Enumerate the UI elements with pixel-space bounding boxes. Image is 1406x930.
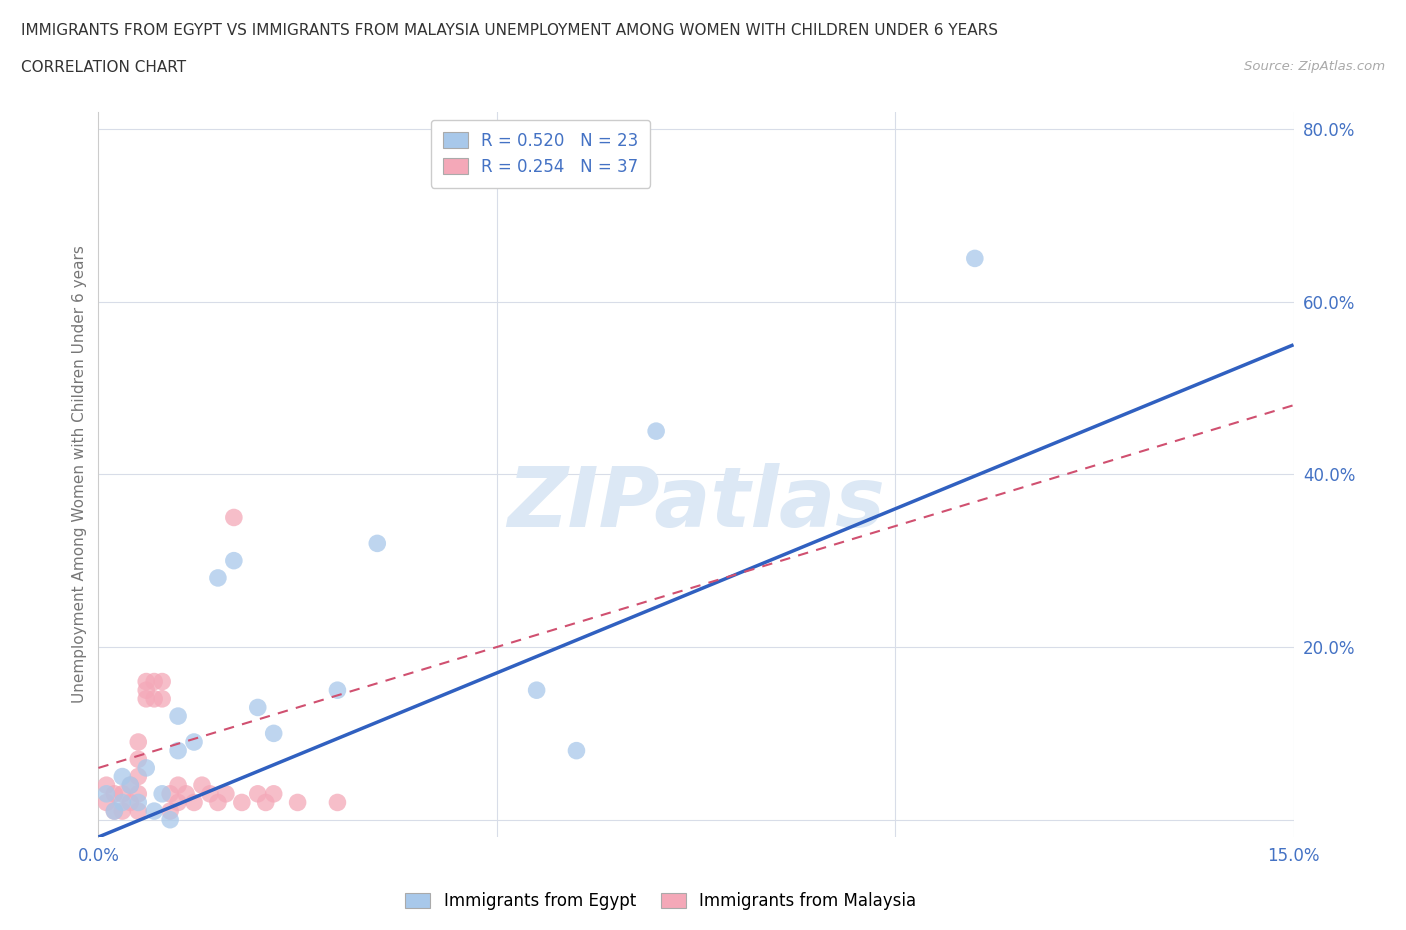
Point: [565, 743, 588, 758]
Point: [103, 804, 125, 818]
Point: [207, 795, 229, 810]
Point: [143, 804, 166, 818]
Point: [96, 787, 118, 802]
Point: [207, 570, 229, 585]
Point: [198, 787, 221, 802]
Point: [167, 709, 190, 724]
Point: [103, 804, 125, 818]
Point: [231, 795, 253, 810]
Point: [120, 777, 142, 792]
Point: [191, 777, 214, 792]
Text: CORRELATION CHART: CORRELATION CHART: [21, 60, 186, 75]
Text: Source: ZipAtlas.com: Source: ZipAtlas.com: [1244, 60, 1385, 73]
Point: [222, 553, 245, 568]
Point: [96, 795, 118, 810]
Point: [287, 795, 309, 810]
Point: [150, 787, 173, 802]
Point: [127, 804, 149, 818]
Point: [366, 536, 388, 551]
Point: [159, 804, 181, 818]
Point: [135, 683, 157, 698]
Point: [111, 787, 134, 802]
Point: [174, 787, 197, 802]
Point: [143, 691, 166, 706]
Point: [143, 674, 166, 689]
Point: [96, 777, 118, 792]
Point: [127, 769, 149, 784]
Point: [135, 761, 157, 776]
Text: IMMIGRANTS FROM EGYPT VS IMMIGRANTS FROM MALAYSIA UNEMPLOYMENT AMONG WOMEN WITH : IMMIGRANTS FROM EGYPT VS IMMIGRANTS FROM…: [21, 23, 998, 38]
Point: [222, 510, 245, 525]
Point: [127, 735, 149, 750]
Y-axis label: Unemployment Among Women with Children Under 6 years: Unemployment Among Women with Children U…: [72, 246, 87, 703]
Text: ZIPatlas: ZIPatlas: [508, 463, 884, 544]
Point: [263, 726, 285, 741]
Point: [167, 777, 190, 792]
Legend: Immigrants from Egypt, Immigrants from Malaysia: Immigrants from Egypt, Immigrants from M…: [399, 885, 922, 917]
Point: [150, 674, 173, 689]
Point: [246, 700, 269, 715]
Point: [254, 795, 277, 810]
Point: [963, 251, 986, 266]
Point: [183, 795, 205, 810]
Point: [526, 683, 548, 698]
Point: [159, 787, 181, 802]
Point: [167, 795, 190, 810]
Point: [135, 691, 157, 706]
Point: [167, 743, 190, 758]
Point: [159, 812, 181, 827]
Point: [127, 787, 149, 802]
Point: [263, 787, 285, 802]
Point: [111, 795, 134, 810]
Point: [326, 795, 349, 810]
Point: [326, 683, 349, 698]
Legend: R = 0.520   N = 23, R = 0.254   N = 37: R = 0.520 N = 23, R = 0.254 N = 37: [432, 120, 650, 188]
Point: [645, 424, 668, 439]
Point: [127, 795, 149, 810]
Point: [111, 804, 134, 818]
Point: [103, 787, 125, 802]
Point: [150, 691, 173, 706]
Point: [215, 787, 238, 802]
Point: [120, 795, 142, 810]
Point: [120, 777, 142, 792]
Point: [127, 751, 149, 766]
Point: [183, 735, 205, 750]
Point: [111, 769, 134, 784]
Point: [246, 787, 269, 802]
Point: [135, 674, 157, 689]
